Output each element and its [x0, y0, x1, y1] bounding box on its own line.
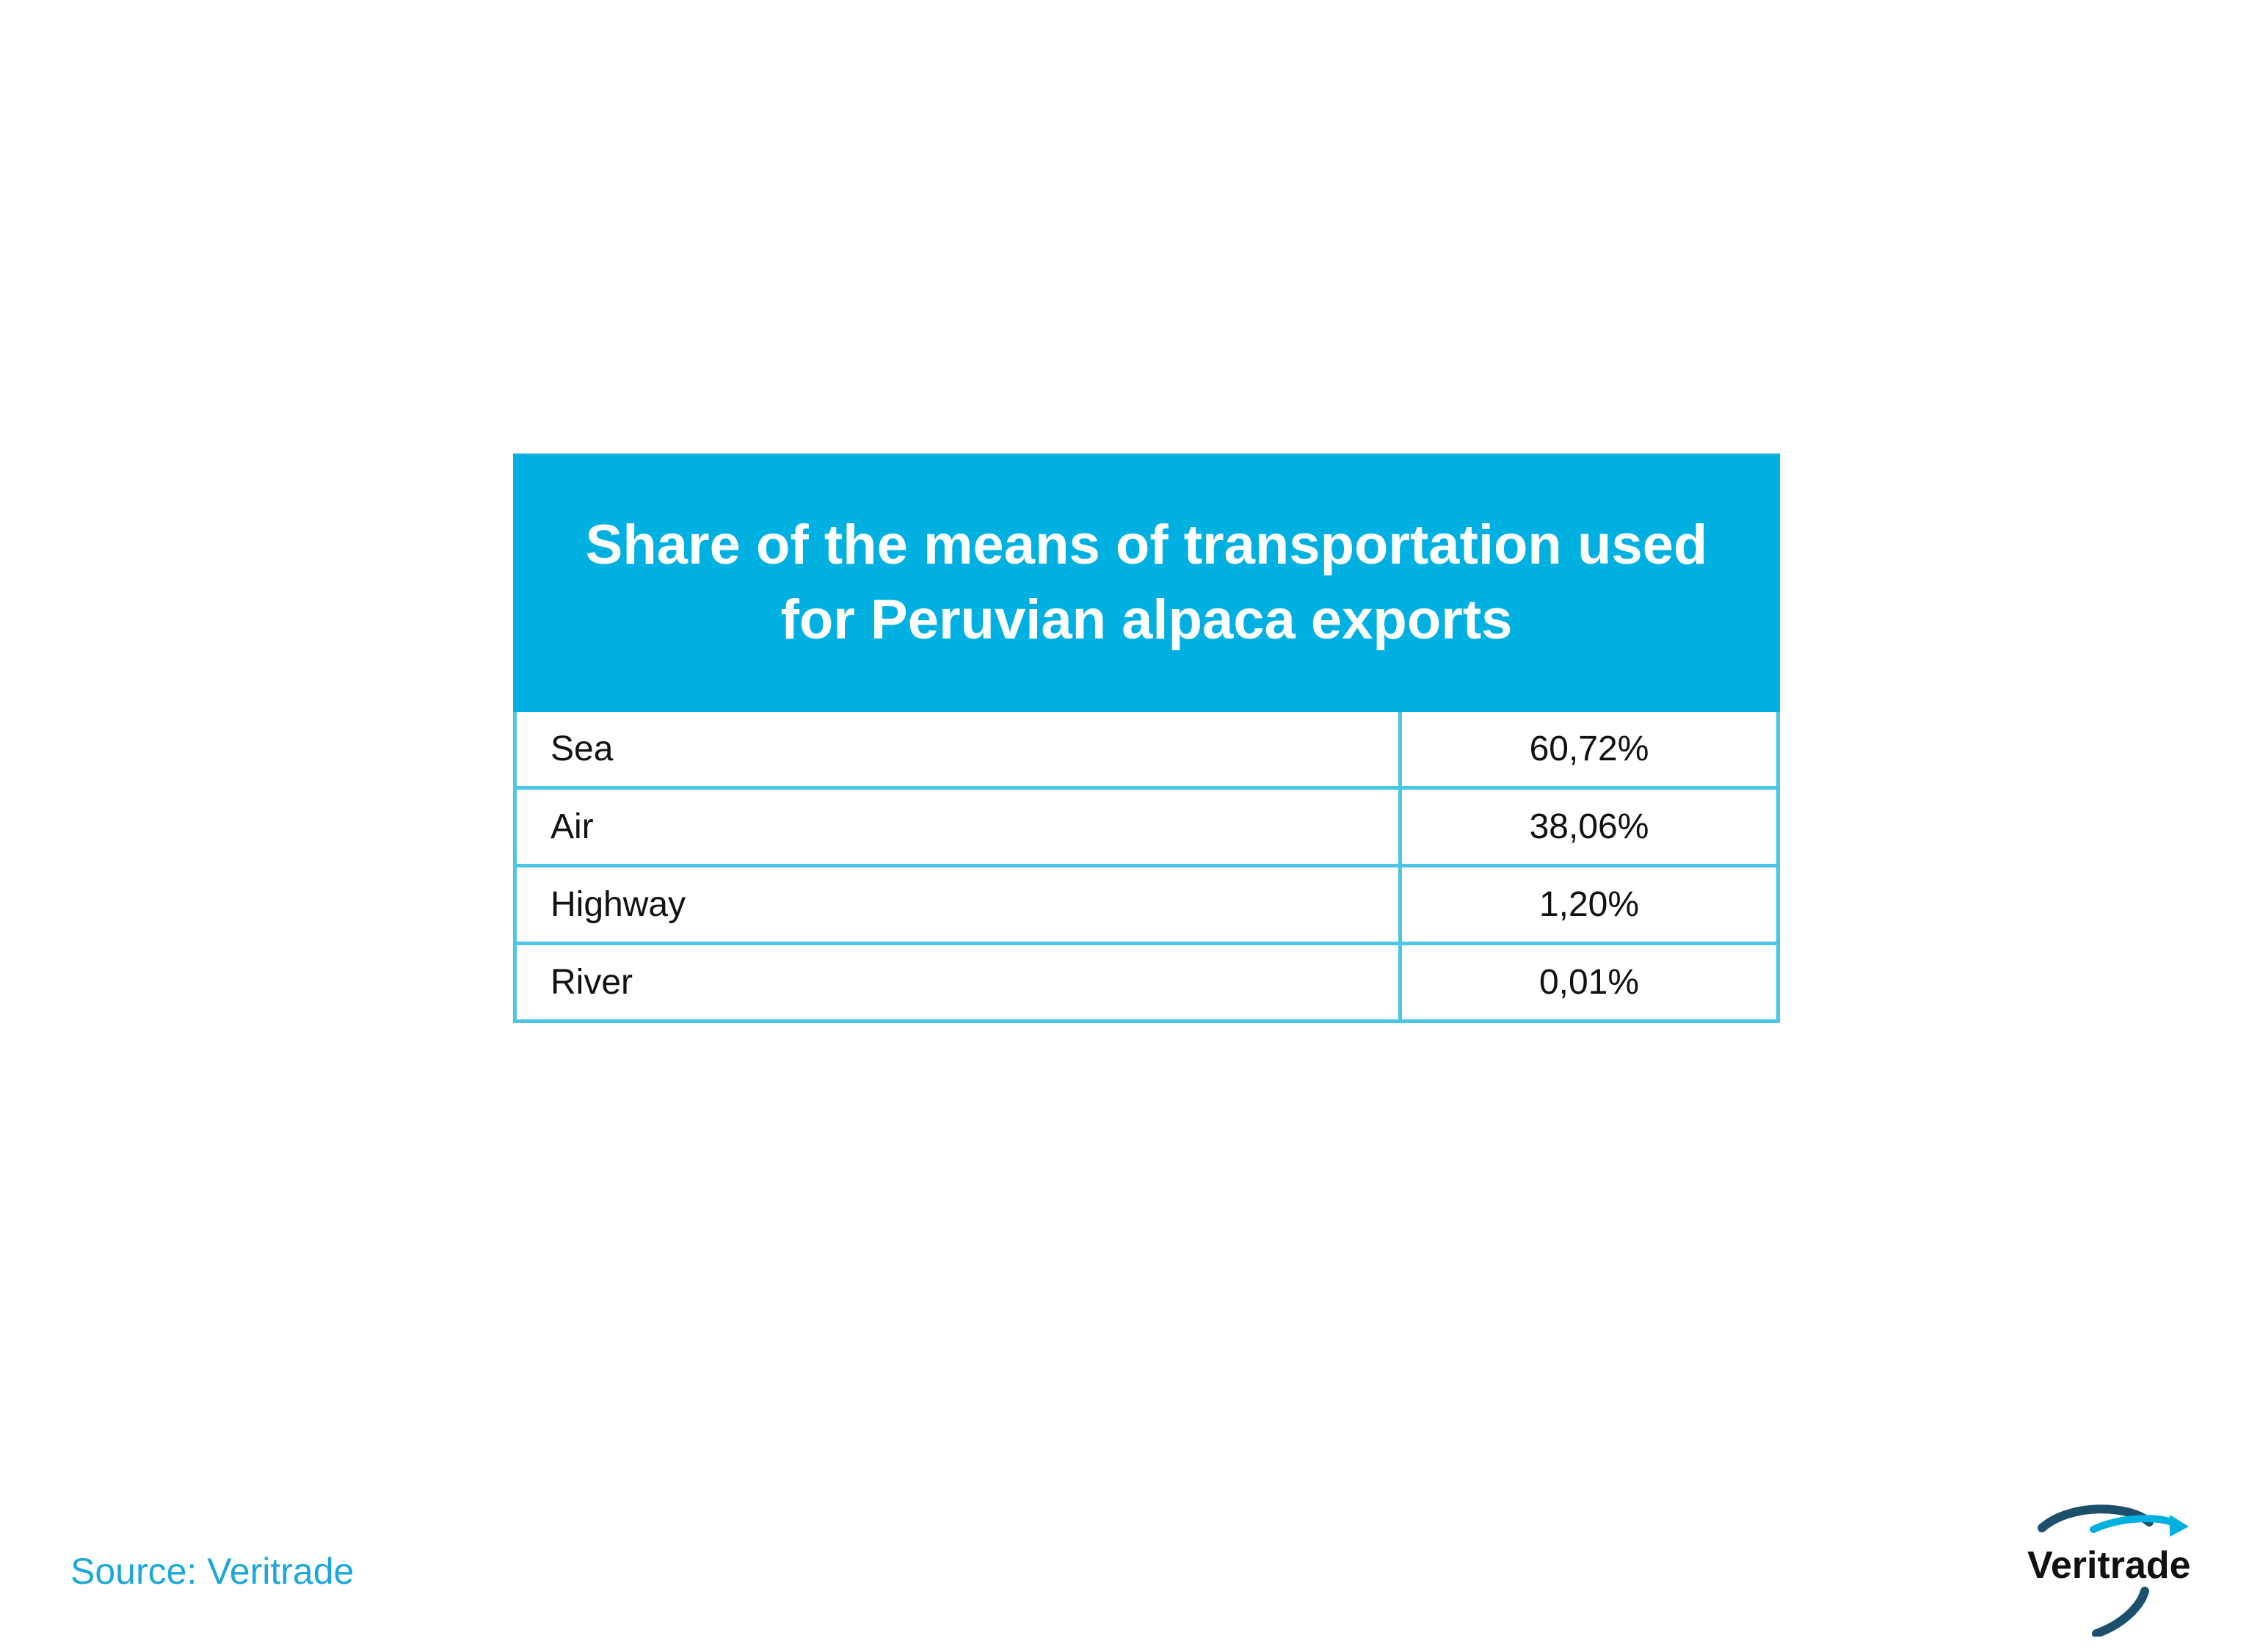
transport-share-table: Share of the means of transportation use…: [513, 454, 1780, 1023]
logo-text: Veritrade: [2027, 1544, 2191, 1587]
source-note: Source: Veritrade: [70, 1551, 355, 1592]
row-value: 60,72%: [1398, 712, 1780, 790]
table-row: Sea 60,72%: [513, 712, 1780, 790]
row-value: 38,06%: [1398, 786, 1780, 867]
logo-swoosh-light-icon: [2090, 1515, 2184, 1533]
table-title-line-2: for Peruvian alpaca exports: [780, 589, 1513, 651]
row-label: River: [513, 942, 1402, 1023]
table-title: Share of the means of transportation use…: [556, 508, 1737, 658]
row-label: Air: [513, 786, 1402, 867]
logo-swoosh-bottom-icon: [2092, 1587, 2149, 1637]
data-table: Sea 60,72% Air 38,06% Highway 1,20% Rive…: [513, 712, 1780, 1023]
veritrade-logo: Veritrade: [2027, 1504, 2191, 1637]
row-value: 1,20%: [1398, 864, 1780, 945]
table-header: Share of the means of transportation use…: [513, 454, 1780, 712]
table-title-line-1: Share of the means of transportation use…: [585, 514, 1708, 576]
table-row: Air 38,06%: [513, 786, 1780, 867]
row-label: Sea: [513, 712, 1402, 790]
row-value: 0,01%: [1398, 942, 1780, 1023]
table-row: Highway 1,20%: [513, 864, 1780, 945]
table-row: River 0,01%: [513, 942, 1780, 1023]
row-label: Highway: [513, 864, 1402, 945]
logo-arrow-head-icon: [2170, 1515, 2189, 1537]
